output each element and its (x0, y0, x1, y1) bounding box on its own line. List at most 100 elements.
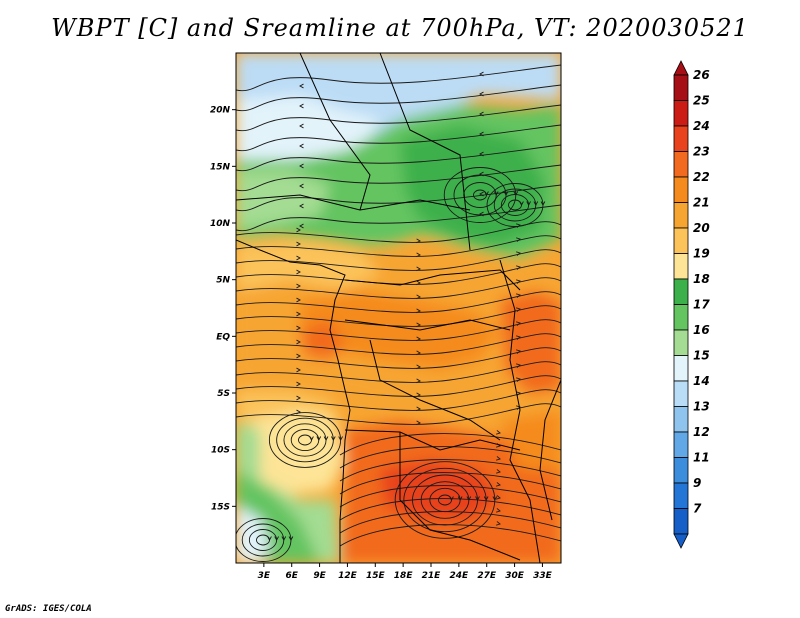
colorbar-label: 7 (693, 502, 702, 516)
field-region-south-deeporange (500, 410, 561, 470)
streamline-arrow (296, 381, 301, 387)
streamline-arrow (516, 293, 521, 298)
colorbar-label: 24 (693, 119, 710, 133)
streamline-arrow (299, 163, 304, 169)
streamline (236, 204, 561, 232)
colorbar-label: 25 (693, 94, 710, 108)
streamline-arrow (516, 391, 521, 396)
colorbar-swatch (673, 74, 689, 101)
country-borders (236, 53, 561, 563)
streamline-arrow (519, 201, 524, 206)
colorbar-label: 19 (693, 247, 710, 261)
streamline (236, 104, 561, 132)
lon-tick-label: 9E (313, 571, 326, 581)
field-region-atlantic-cyan (236, 505, 270, 563)
colorbar-swatch (673, 202, 689, 229)
colorbar-swatch (673, 253, 689, 280)
streamline-arrow (503, 191, 509, 196)
field-region-gulf-lightorange (236, 390, 340, 420)
streamline (236, 305, 561, 327)
field-region-congo-redorange (300, 320, 345, 360)
streamline-arrow (513, 191, 519, 196)
border-east-rift (499, 259, 541, 563)
lat-tick-label: 10S (211, 446, 230, 456)
lon-tick-label: 3E (258, 571, 271, 581)
streamline-arrow (416, 336, 421, 342)
streamline (236, 277, 561, 299)
streamline-arrow (479, 131, 484, 137)
colorbar-swatch (673, 278, 689, 305)
streamline-arrow (299, 223, 304, 229)
border-congo (369, 339, 501, 441)
streamline-arrow (526, 201, 531, 206)
streamline-arrow (483, 496, 489, 501)
streamline-arrow (296, 297, 301, 303)
streamline-arrow (516, 321, 521, 326)
colorbar-swatch (673, 431, 689, 458)
border-sahel-1 (236, 194, 471, 211)
streamline-arrow (323, 436, 329, 441)
streamline (236, 64, 561, 92)
colorbar-swatch (673, 227, 689, 254)
streamline-arrow (416, 378, 421, 384)
colorbar-label: 18 (693, 272, 710, 286)
colorbar-label: 21 (693, 196, 710, 210)
streamline (236, 389, 561, 411)
streamline-arrow (516, 237, 521, 242)
streamline (236, 361, 561, 383)
colorbar-label: 17 (693, 298, 710, 312)
lon-tick-label: 30E (505, 571, 525, 581)
colorbar-label: 23 (693, 145, 710, 159)
border-central-1 (344, 269, 521, 291)
streamline-arrow (296, 353, 301, 359)
colorbar-label: 20 (693, 221, 710, 235)
colorbar-swatch (673, 329, 689, 356)
streamline-arrow (299, 123, 304, 129)
colorbar-swatch (673, 176, 689, 203)
streamline (236, 164, 561, 192)
streamline-arrow (416, 308, 421, 314)
streamline-arrow (416, 364, 421, 370)
colorbar-label: 11 (693, 451, 710, 465)
streamline (236, 184, 561, 212)
streamline-arrow (296, 227, 301, 233)
streamline-arrow (496, 508, 501, 513)
streamline-arrow (479, 71, 484, 77)
streamline-arrow (479, 191, 484, 197)
lat-tick-label: 5S (217, 389, 230, 399)
streamline-arrow (496, 495, 501, 500)
border-south-1 (344, 429, 521, 451)
streamline-arrow (484, 191, 489, 196)
streamline-arrow (533, 201, 539, 206)
streamline-arrow (296, 339, 301, 345)
streamline-arrow (416, 392, 421, 398)
streamline-arrow (496, 521, 501, 526)
colorbar-top-arrow (673, 60, 689, 76)
colorbar-swatch (673, 355, 689, 382)
streamline-arrow (416, 294, 421, 300)
field-region-sahel-darkgreen (400, 125, 545, 245)
streamline-arrow (516, 335, 521, 340)
streamline-arrow (267, 536, 272, 541)
streamline-arrow (281, 536, 287, 541)
latitude-axis: 20N 15N 10N 5N EQ 5S 10S 15S (210, 106, 236, 512)
streamline (339, 459, 561, 482)
colorbar-swatch (673, 406, 689, 433)
lon-tick-label: 6E (286, 571, 299, 581)
streamline-arrow (416, 420, 421, 426)
colorbar-label: 13 (693, 400, 710, 414)
streamline (339, 524, 561, 547)
streamline-arrow (516, 377, 521, 382)
lon-tick-label: 21E (422, 571, 442, 581)
streamline-arrow (299, 203, 304, 209)
colorbar-label: 9 (693, 476, 701, 490)
streamline-arrow (516, 251, 521, 256)
streamline-arrow (516, 349, 521, 354)
streamline-arrow (496, 430, 501, 435)
streamline-arrow (492, 496, 498, 501)
border-sahara-1 (299, 53, 371, 211)
streamline (236, 124, 561, 152)
colorbar-swatch (673, 508, 689, 535)
lat-tick-label: 5N (216, 276, 230, 286)
streamline-arrow (457, 496, 463, 501)
